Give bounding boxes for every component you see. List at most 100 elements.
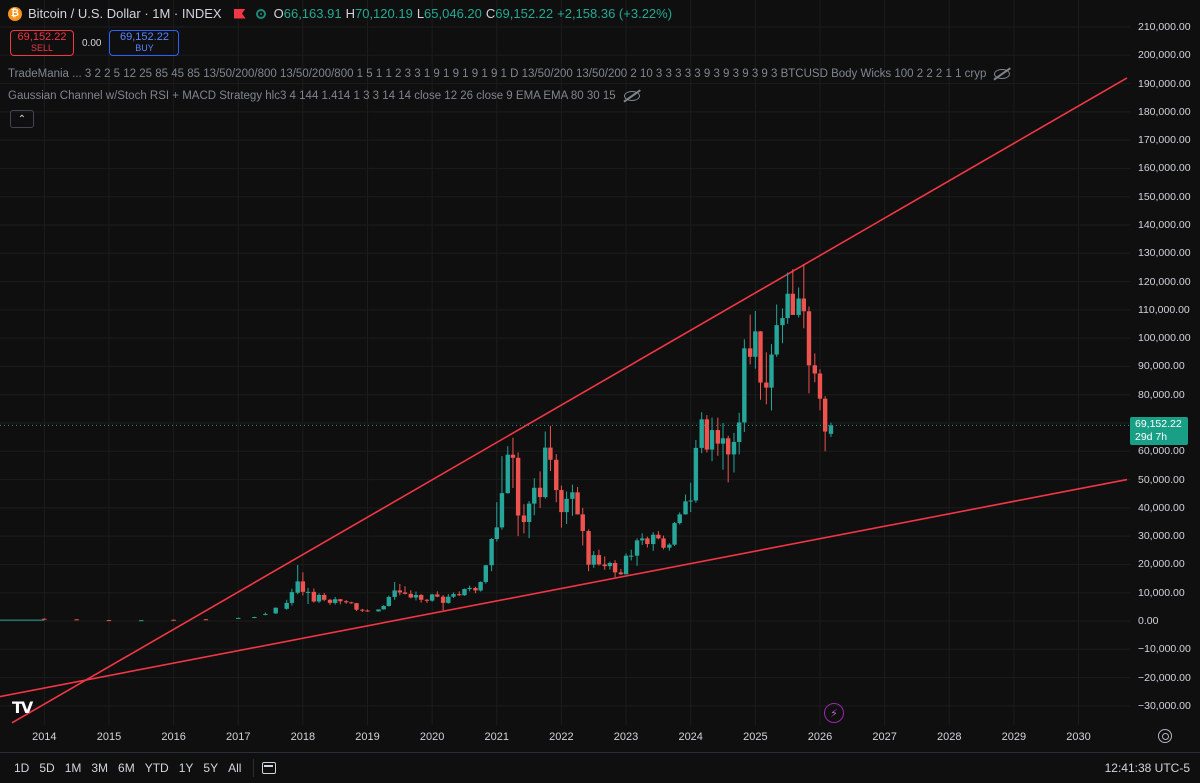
indicator-gaussian[interactable]: Gaussian Channel w/Stoch RSI + MACD Stra… [8,90,640,102]
bar-countdown: 29d 7h [1135,431,1168,444]
candle-body [392,590,397,597]
candle-body [489,538,494,566]
price-tick: 160,000.00 [1138,162,1191,175]
range-5d[interactable]: 5D [39,761,55,775]
price-tick: 30,000.00 [1138,530,1185,543]
candle-body [478,581,483,591]
chevron-up-icon: ⌃ [17,113,27,125]
range-all[interactable]: All [228,761,242,775]
price-tick: 200,000.00 [1138,49,1191,62]
buy-button[interactable]: 69,152.22 BUY [109,30,180,56]
candle-body [586,531,591,565]
time-tick: 2024 [678,731,703,743]
market-status-icon[interactable] [255,8,266,19]
candle-body [720,438,726,444]
range-3m[interactable]: 3M [91,761,109,775]
candle-body [559,490,564,513]
range-5y[interactable]: 5Y [203,761,219,775]
candle-body [311,591,317,602]
ohlc-values: O66,163.91 H70,120.19 L65,046.20 C69,152… [274,6,672,21]
price-tick: 130,000.00 [1138,247,1191,260]
candle-body [629,555,634,557]
time-tick: 2023 [613,731,639,743]
price-axis[interactable]: 210,000.00 200,000.00 190,000.00 180,000.00… [1130,0,1200,725]
candle-body [381,606,386,610]
time-tick: 2016 [161,731,186,743]
candle-body [596,555,602,565]
trade-panel: 69,152.22 SELL 0.00 69,152.22 BUY [10,30,180,56]
candle-body [263,613,268,615]
candle-body [408,593,414,598]
indicator-trademania[interactable]: TradeMania ... 3 2 2 5 12 25 85 45 85 13… [8,68,1011,80]
lightning-icon[interactable]: ⚡ [824,703,844,723]
open-label: O [273,6,284,21]
open-value: 66,163.91 [283,6,342,21]
price-tick: 120,000.00 [1138,275,1191,288]
candle-body [295,581,300,593]
time-tick: 2014 [32,731,57,743]
candle-body [203,619,209,621]
range-1d[interactable]: 1D [14,761,30,775]
calendar-icon[interactable] [262,762,277,774]
candle-body [376,609,381,612]
clock[interactable]: 12:41:38 UTC-5 [1104,761,1190,775]
bitcoin-icon: ₿ [8,6,22,21]
candle-body [284,602,289,609]
candle-body [462,589,467,596]
candle-body [424,599,430,601]
candle-body [332,599,338,603]
axis-settings-icon[interactable] [1158,729,1172,743]
collapse-indicators-button[interactable]: ⌃ [10,110,34,128]
time-tick: 2028 [936,731,962,743]
candle-body [473,587,478,591]
price-tick: 50,000.00 [1138,473,1185,486]
candle-body [828,425,834,434]
price-tick: 80,000.00 [1138,388,1185,401]
symbol-legend: ₿ Bitcoin / U.S. Dollar · 1M · INDEX O66… [8,6,672,21]
candle-body [322,594,327,600]
price-tick: 110,000.00 [1138,303,1190,316]
range-1y[interactable]: 1Y [178,761,194,775]
candle-body [656,534,661,539]
candle-body [736,422,742,442]
price-chart[interactable] [0,0,1130,725]
symbol-title[interactable]: Bitcoin / U.S. Dollar · 1M · INDEX [28,6,222,21]
tradingview-logo[interactable]: TV [12,698,33,717]
candle-body [386,596,392,607]
flag-icon[interactable] [234,9,246,19]
candle-body [316,594,322,602]
time-tick: 2030 [1066,731,1091,743]
candle-body [537,487,543,498]
sell-button[interactable]: 69,152.22 SELL [10,30,74,56]
candle-body [742,348,747,423]
time-tick: 2015 [96,731,122,743]
time-tick: 2019 [355,731,380,743]
candle-body [236,617,241,619]
divider [253,759,255,777]
candle-body [171,619,176,621]
range-ytd[interactable]: YTD [144,761,169,775]
candle-body [499,493,505,528]
candle-body [451,594,456,597]
candle-body [683,501,688,515]
trendline-upper [11,77,1128,724]
candle-body [435,594,440,597]
time-axis[interactable]: 2014 2015 2016 2017 2018 2019 2020 2021 2022 2023… [0,725,1130,747]
time-tick: 2017 [225,731,251,743]
eye-off-icon[interactable] [994,69,1011,79]
time-tick: 2022 [549,731,574,743]
range-6m[interactable]: 6M [118,761,135,775]
range-1m[interactable]: 1M [64,761,82,775]
time-tick: 2029 [1001,731,1027,743]
price-tick: 170,000.00 [1138,134,1191,147]
candle-body [289,592,295,603]
high-value: 70,120.19 [354,6,413,21]
chart-pane[interactable] [0,0,1130,725]
buy-label: BUY [135,43,154,53]
close-value: 69,152.22 [495,6,554,21]
candle-body [305,591,311,593]
price-tick: −30,000.00 [1138,699,1191,712]
candle-body [753,331,758,357]
candle-body [747,348,753,357]
eye-off-icon[interactable] [623,91,640,101]
